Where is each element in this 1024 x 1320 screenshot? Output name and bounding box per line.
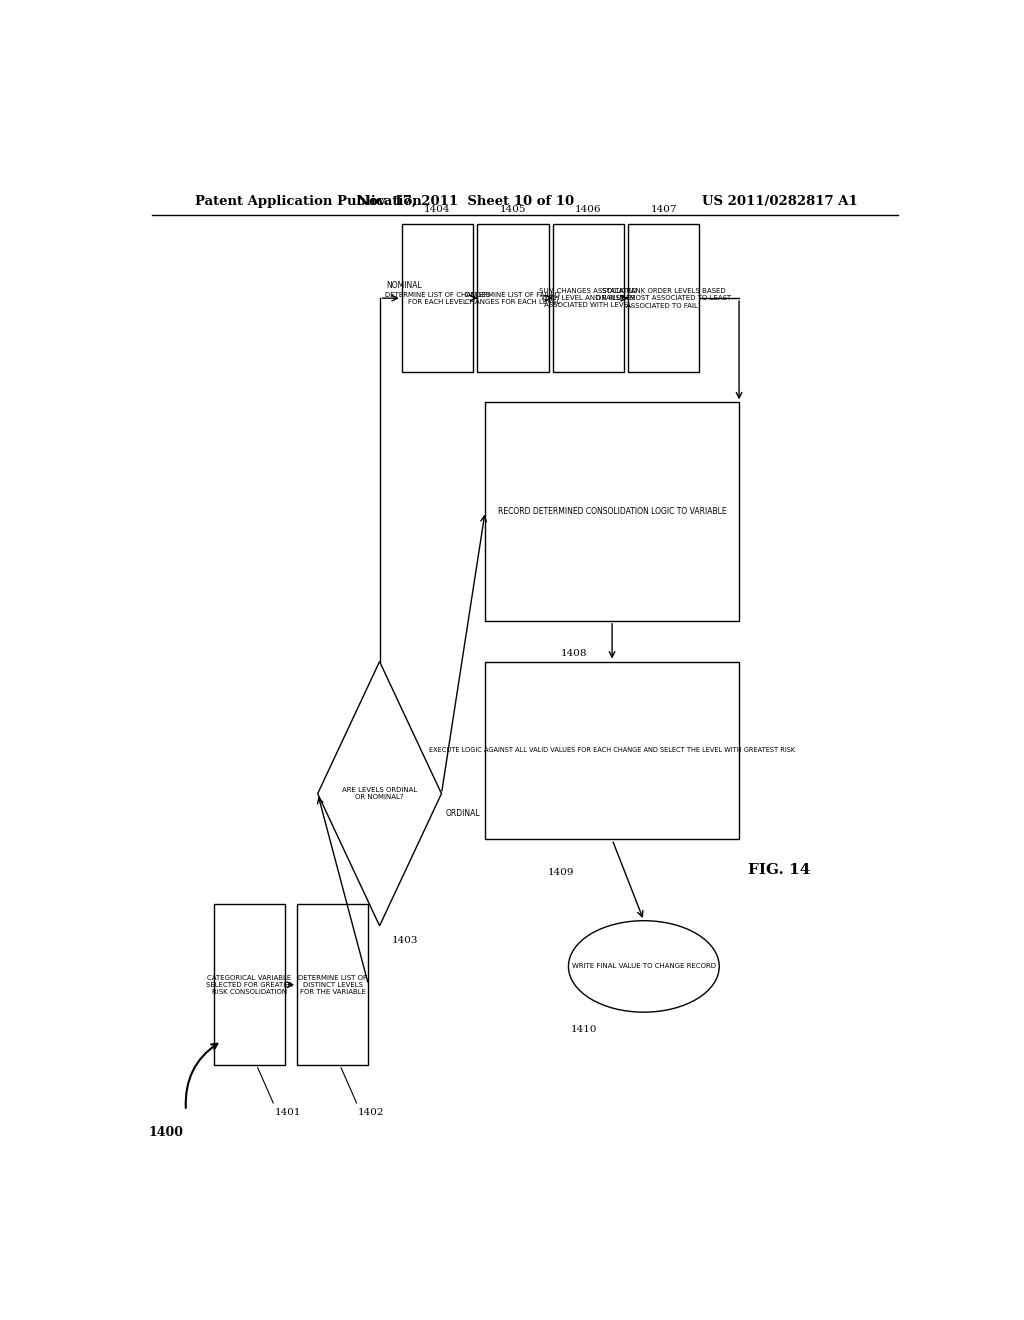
Text: NOMINAL: NOMINAL [386, 281, 422, 290]
Text: 1400: 1400 [148, 1126, 183, 1139]
Text: Patent Application Publication: Patent Application Publication [196, 194, 422, 207]
Text: 1407: 1407 [650, 206, 677, 214]
Text: Nov. 17, 2011  Sheet 10 of 10: Nov. 17, 2011 Sheet 10 of 10 [356, 194, 573, 207]
Text: RECORD DETERMINED CONSOLIDATION LOGIC TO VARIABLE: RECORD DETERMINED CONSOLIDATION LOGIC TO… [498, 507, 726, 516]
Text: DETERMINE LIST OF FAILED
CHANGES FOR EACH LEVEL: DETERMINE LIST OF FAILED CHANGES FOR EAC… [465, 292, 560, 305]
Text: 1402: 1402 [357, 1107, 384, 1117]
Ellipse shape [568, 921, 719, 1012]
Text: DETERMINE LIST OF
DISTINCT LEVELS
FOR THE VARIABLE: DETERMINE LIST OF DISTINCT LEVELS FOR TH… [298, 974, 368, 995]
Text: 1409: 1409 [548, 867, 574, 876]
Text: DETERMINE LIST OF CHANGES
FOR EACH LEVEL: DETERMINE LIST OF CHANGES FOR EACH LEVEL [385, 292, 490, 305]
Text: 1404: 1404 [424, 206, 451, 214]
Text: 1403: 1403 [391, 936, 418, 945]
Polygon shape [317, 661, 441, 925]
Text: ORDINAL: ORDINAL [445, 809, 480, 818]
Text: ARE LEVELS ORDINAL
OR NOMINAL?: ARE LEVELS ORDINAL OR NOMINAL? [342, 787, 417, 800]
FancyBboxPatch shape [401, 224, 473, 372]
Text: 1405: 1405 [500, 206, 526, 214]
Text: WRITE FINAL VALUE TO CHANGE RECORD: WRITE FINAL VALUE TO CHANGE RECORD [571, 964, 716, 969]
Text: 1401: 1401 [274, 1107, 301, 1117]
FancyBboxPatch shape [297, 904, 369, 1065]
Text: 1408: 1408 [561, 649, 587, 659]
FancyBboxPatch shape [553, 224, 624, 372]
Text: 1406: 1406 [575, 206, 601, 214]
Text: FIG. 14: FIG. 14 [748, 863, 810, 876]
FancyBboxPatch shape [477, 224, 549, 372]
FancyBboxPatch shape [628, 224, 699, 372]
Text: 1410: 1410 [571, 1026, 598, 1035]
FancyBboxPatch shape [214, 904, 285, 1065]
Text: SUM CHANGES ASSOCIATED
WITH LEVEL AND FAILURES
ASSOCIATED WITH LEVEL: SUM CHANGES ASSOCIATED WITH LEVEL AND FA… [540, 288, 637, 308]
Text: STACK RANK ORDER LEVELS BASED
ON RISK (MOST ASSOCIATED TO LEAST
ASSOCIATED TO FA: STACK RANK ORDER LEVELS BASED ON RISK (M… [596, 288, 731, 309]
Text: US 2011/0282817 A1: US 2011/0282817 A1 [702, 194, 858, 207]
FancyBboxPatch shape [485, 403, 739, 620]
FancyBboxPatch shape [485, 661, 739, 840]
Text: EXECUTE LOGIC AGAINST ALL VALID VALUES FOR EACH CHANGE AND SELECT THE LEVEL WITH: EXECUTE LOGIC AGAINST ALL VALID VALUES F… [429, 747, 796, 754]
Text: CATEGORICAL VARIABLE
SELECTED FOR GREATER
RISK CONSOLIDATION: CATEGORICAL VARIABLE SELECTED FOR GREATE… [206, 974, 293, 995]
